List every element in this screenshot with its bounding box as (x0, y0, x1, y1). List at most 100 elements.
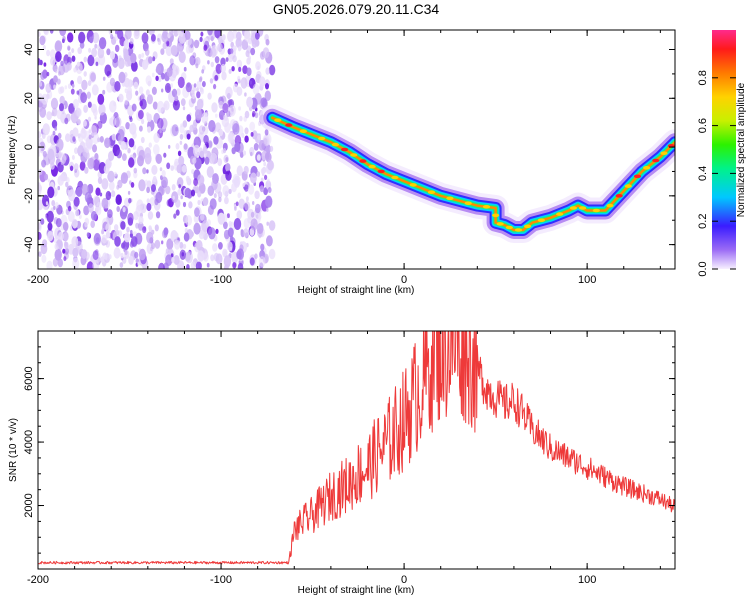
noise-speckle (250, 47, 256, 56)
noise-speckle (40, 218, 45, 225)
noise-speckle (243, 228, 249, 238)
noise-speckle (39, 81, 43, 87)
noise-speckle (202, 146, 208, 154)
noise-speckle (189, 124, 194, 133)
y-tick-label: 6000 (23, 366, 35, 390)
noise-speckle (58, 64, 66, 76)
noise-speckle (170, 253, 174, 258)
noise-speckle (91, 84, 99, 96)
noise-speckle (259, 185, 265, 193)
noise-speckle (63, 256, 67, 262)
noise-speckle (155, 191, 163, 204)
noise-speckle (162, 42, 167, 50)
noise-speckle (116, 149, 122, 159)
noise-speckle (213, 136, 219, 145)
ridge-core (350, 153, 358, 157)
noise-speckle (176, 42, 183, 53)
noise-speckle (97, 137, 101, 143)
ridge-core (652, 158, 660, 163)
noise-speckle (171, 88, 178, 98)
noise-speckle (88, 47, 92, 53)
noise-speckle (133, 167, 138, 174)
noise-speckle (237, 192, 241, 199)
noise-speckle (257, 213, 262, 220)
noise-speckle (64, 241, 69, 249)
noise-speckle (71, 83, 75, 88)
noise-speckle (211, 102, 218, 113)
noise-speckle (38, 58, 41, 66)
noise-speckle (198, 229, 205, 240)
noise-speckle (138, 149, 146, 161)
noise-speckle (263, 138, 268, 145)
noise-speckle (72, 127, 79, 137)
noise-speckle (193, 83, 197, 88)
noise-speckle (86, 261, 94, 269)
noise-speckle (170, 165, 174, 172)
noise-speckle (62, 232, 69, 242)
noise-speckle (266, 152, 270, 158)
noise-speckle (146, 113, 152, 122)
noise-speckle (256, 171, 261, 178)
noise-speckle (157, 39, 162, 46)
spectrogram-y-axis-label: Frequency (Hz) (7, 116, 18, 185)
noise-speckle (80, 128, 87, 139)
noise-speckle (146, 202, 152, 212)
noise-speckle (120, 252, 124, 259)
noise-speckle (226, 92, 231, 100)
noise-speckle (76, 186, 83, 197)
noise-speckle (141, 118, 145, 125)
noise-speckle (141, 32, 149, 44)
noise-speckle (191, 168, 195, 175)
noise-speckle (75, 62, 83, 74)
noise-speckle (173, 213, 177, 219)
noise-speckle (95, 237, 100, 243)
noise-speckle (101, 228, 105, 233)
noise-speckle (89, 36, 94, 44)
noise-speckle (260, 97, 267, 108)
noise-speckle (184, 30, 191, 40)
noise-speckle (120, 172, 128, 184)
ridge-core (524, 224, 532, 229)
noise-speckle (204, 156, 210, 165)
ridge-core (505, 225, 513, 230)
noise-speckle (179, 249, 186, 260)
x-tick-label: -200 (27, 274, 49, 286)
noise-speckle (186, 177, 192, 186)
noise-speckle (228, 68, 232, 74)
noise-speckle (198, 77, 203, 83)
noise-speckle (53, 84, 57, 90)
noise-speckle (180, 195, 183, 200)
noise-speckle (114, 81, 121, 92)
noise-speckle (151, 34, 156, 42)
noise-speckle (123, 39, 130, 49)
noise-speckle (117, 179, 123, 189)
ridge-core (274, 118, 282, 122)
noise-speckle (245, 50, 250, 58)
noise-speckle (54, 40, 63, 53)
noise-speckle (212, 243, 218, 252)
noise-speckle (261, 171, 265, 176)
noise-speckle (78, 214, 82, 220)
noise-speckle (44, 173, 49, 181)
noise-speckle (109, 51, 116, 60)
noise-speckle (171, 257, 175, 263)
noise-speckle (114, 224, 119, 232)
noise-speckle (217, 158, 223, 167)
noise-speckle (188, 201, 193, 209)
noise-speckle (77, 119, 81, 125)
noise-speckle (156, 100, 165, 114)
noise-speckle (255, 61, 261, 71)
noise-speckle (222, 147, 227, 154)
noise-speckle (128, 157, 135, 168)
noise-speckle (215, 63, 222, 74)
noise-speckle (62, 248, 66, 254)
noise-speckle (246, 57, 251, 65)
noise-speckle (42, 194, 50, 207)
noise-speckle (108, 181, 115, 191)
noise-speckle (244, 110, 250, 119)
noise-speckle (183, 232, 190, 242)
noise-speckle (46, 49, 51, 57)
noise-speckle (161, 170, 166, 177)
noise-speckle (71, 48, 75, 54)
noise-speckle (146, 231, 154, 244)
